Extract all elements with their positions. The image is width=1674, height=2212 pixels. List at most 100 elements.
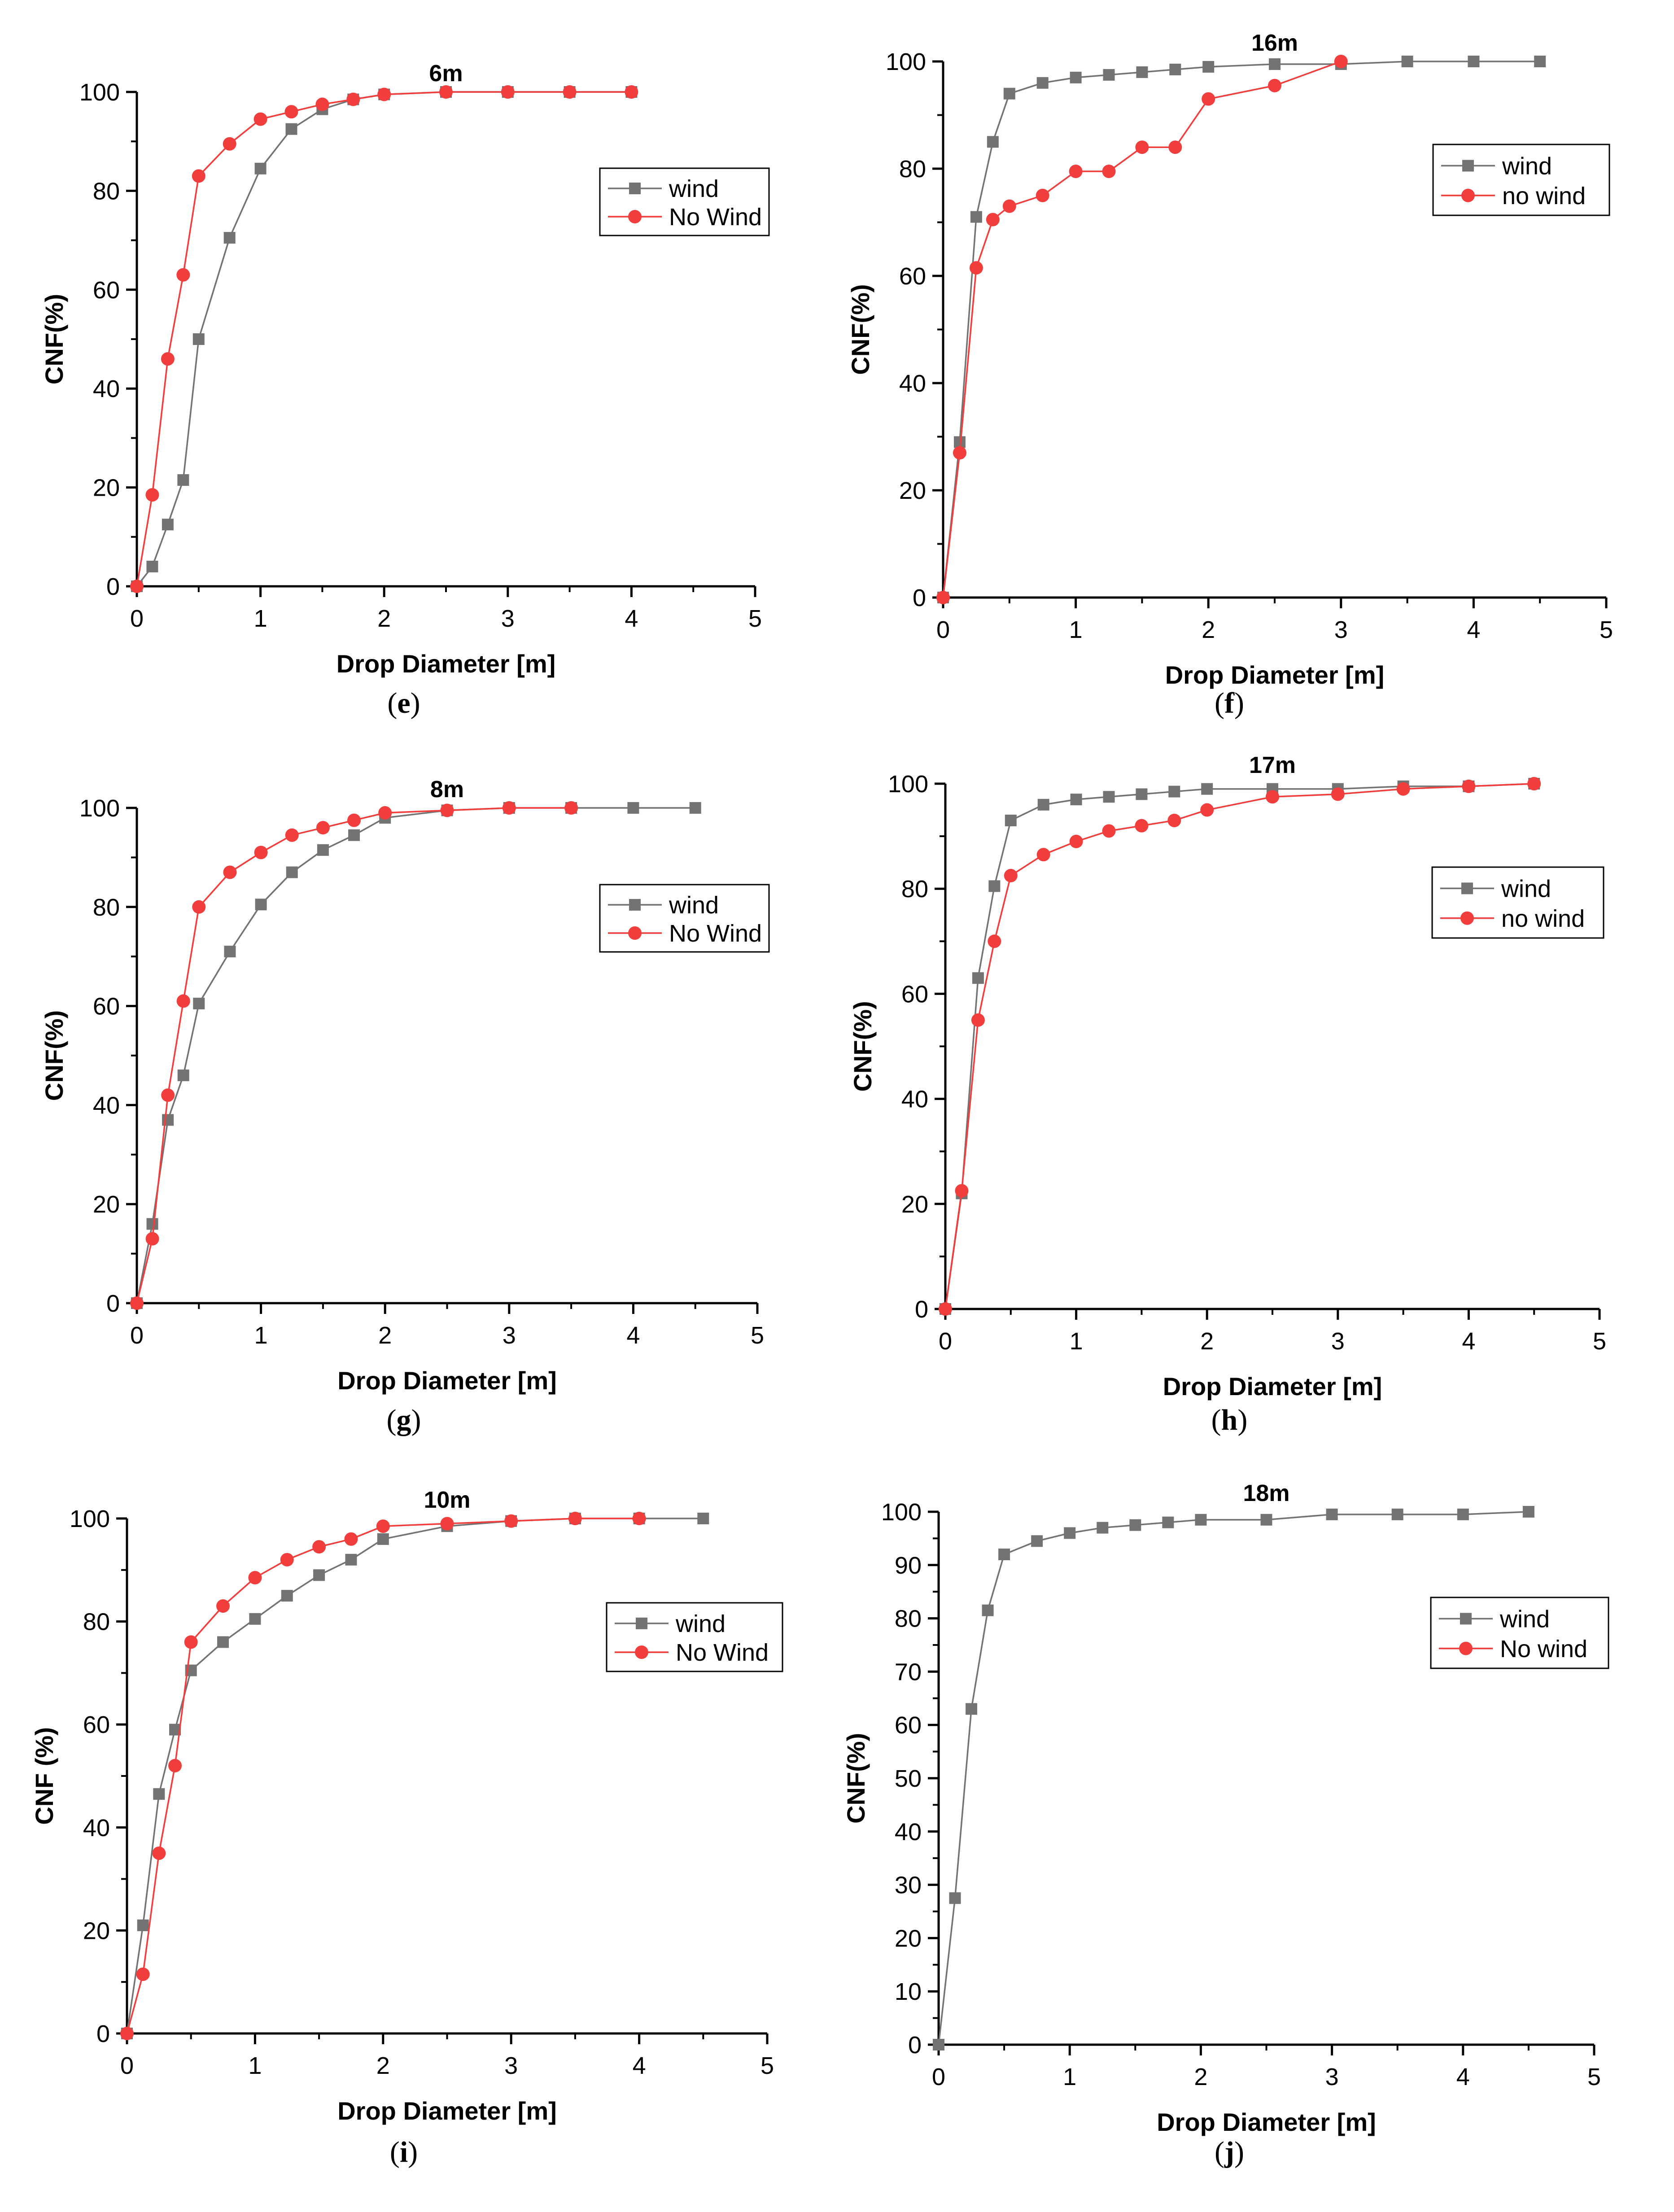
- data-point: [1002, 199, 1016, 213]
- x-tick-label: 3: [503, 1322, 516, 1349]
- data-point: [1136, 788, 1148, 800]
- y-tick-label: 100: [886, 48, 926, 75]
- x-tick-label: 4: [1462, 1328, 1475, 1355]
- y-tick-label: 90: [895, 1552, 922, 1579]
- chart-title: 16m: [1251, 30, 1298, 56]
- legend: wind no wind: [1431, 866, 1604, 939]
- x-tick-label: 0: [936, 616, 950, 643]
- data-point: [223, 232, 236, 244]
- x-tick-label: 5: [1593, 1328, 1606, 1355]
- x-tick-label: 1: [254, 605, 267, 632]
- series-line: [126, 1518, 704, 2034]
- y-axis-label: CNF(%): [40, 1010, 68, 1101]
- x-tick-label: 5: [1600, 616, 1613, 643]
- legend-label: wind: [669, 892, 719, 919]
- x-tick-label: 4: [1456, 2064, 1470, 2090]
- legend-box: [1430, 1597, 1609, 1669]
- data-point: [627, 802, 639, 814]
- chart-panel-5: 0 1 2 3 4 5 0 20 40 60 80 100 10m Drop Diameter [m] CN…: [30, 1487, 783, 2125]
- legend-label: No Wind: [676, 1639, 769, 1666]
- y-tick-label: 0: [96, 2020, 110, 2047]
- y-tick-label: 40: [901, 1086, 928, 1113]
- y-tick-label: 60: [895, 1712, 922, 1739]
- data-point: [998, 1549, 1010, 1561]
- x-tick-label: 4: [633, 2052, 646, 2079]
- y-tick-label: 20: [93, 475, 120, 502]
- x-tick-label: 0: [939, 1328, 952, 1355]
- x-axis-label: Drop Diameter [m]: [337, 650, 556, 678]
- data-point: [1195, 1514, 1207, 1526]
- x-tick-label: 3: [1331, 1328, 1345, 1355]
- data-point: [146, 560, 158, 572]
- panel-caption: (f): [1215, 687, 1244, 720]
- data-point: [982, 1604, 994, 1616]
- series-line: [942, 61, 1540, 598]
- x-tick-label: 3: [1325, 2064, 1339, 2090]
- y-tick-label: 60: [83, 1711, 110, 1738]
- data-point: [1004, 868, 1018, 882]
- data-point: [955, 1184, 969, 1198]
- data-point: [316, 821, 330, 835]
- legend-swatch-marker: [1460, 1613, 1472, 1625]
- legend-swatch-marker: [628, 210, 642, 223]
- data-point: [184, 1635, 198, 1649]
- legend-box: [1431, 866, 1604, 939]
- data-point: [345, 1553, 357, 1566]
- series-line: [944, 783, 1534, 1309]
- data-point: [1268, 79, 1281, 92]
- data-point: [152, 1846, 166, 1860]
- data-point: [1070, 71, 1082, 83]
- data-point: [1037, 798, 1049, 811]
- data-point: [1201, 783, 1213, 795]
- x-tick-label: 1: [1063, 2064, 1076, 2090]
- data-point: [177, 1069, 189, 1082]
- series-line: [136, 91, 632, 587]
- chart-panel-2: 0 1 2 3 4 5 0 20 40 60 80 100 16m Drop Diameter [m] CN…: [846, 30, 1613, 689]
- x-tick-label: 2: [1202, 616, 1215, 643]
- legend-swatch-marker: [628, 926, 642, 940]
- data-point: [1260, 1514, 1272, 1526]
- data-point: [216, 1599, 230, 1613]
- series-1: [933, 1506, 1534, 2051]
- y-tick-label: 20: [895, 1925, 922, 1952]
- data-point: [1103, 791, 1115, 803]
- data-point: [1266, 790, 1279, 804]
- data-point: [936, 591, 950, 604]
- x-tick-label: 0: [130, 605, 144, 632]
- y-tick-label: 80: [901, 876, 928, 903]
- series-1: [121, 1513, 709, 2039]
- chart-title: 18m: [1243, 1480, 1289, 1506]
- x-tick-label: 5: [748, 605, 762, 632]
- data-point: [286, 866, 298, 878]
- data-point: [192, 333, 205, 345]
- data-point: [312, 1540, 326, 1554]
- data-point: [284, 105, 298, 119]
- data-point: [986, 213, 1000, 227]
- data-point: [145, 488, 159, 502]
- data-point: [1468, 56, 1480, 67]
- data-point: [1391, 1508, 1403, 1520]
- data-point: [1135, 140, 1149, 154]
- data-point: [1169, 63, 1181, 75]
- x-tick-label: 3: [504, 2052, 518, 2079]
- y-tick-label: 100: [79, 795, 120, 822]
- legend-swatch-marker: [1462, 160, 1474, 172]
- legend-swatch-marker: [635, 1645, 648, 1659]
- y-tick-label: 40: [899, 370, 926, 397]
- chart-panel-1: 0 1 2 3 4 5 0 20 40 60 80 100 6m Drop Diameter [m] CNF…: [40, 61, 770, 678]
- data-point: [217, 1636, 229, 1648]
- data-point: [313, 1569, 325, 1581]
- data-point: [971, 1013, 985, 1027]
- x-axis-label: Drop Diameter [m]: [1157, 2108, 1376, 2136]
- legend-box: [599, 167, 770, 236]
- data-point: [348, 829, 360, 841]
- y-tick-label: 60: [901, 981, 928, 1008]
- panel-caption: (j): [1215, 2136, 1244, 2168]
- y-axis-label: CNF(%): [846, 284, 874, 375]
- x-axis-label: Drop Diameter [m]: [337, 2097, 557, 2125]
- y-tick-label: 50: [895, 1765, 922, 1792]
- panel-caption: (h): [1211, 1404, 1248, 1436]
- series-2: [936, 55, 1348, 604]
- legend: wind no wind: [1432, 144, 1610, 216]
